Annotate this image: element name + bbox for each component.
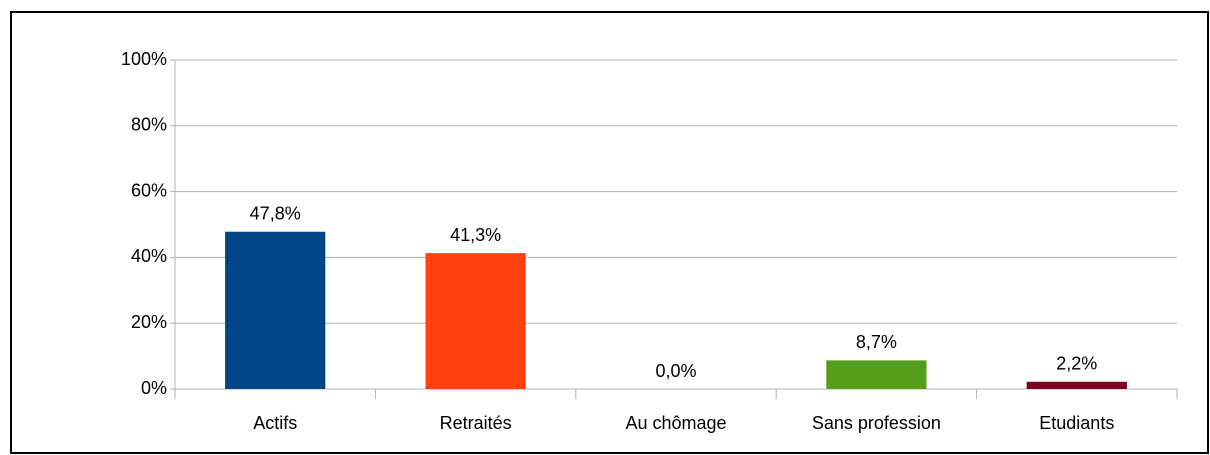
x-tick-label: Au chômage [625, 413, 726, 433]
y-tick-label: 100% [121, 49, 167, 69]
value-label: 2,2% [1056, 354, 1097, 374]
value-label: 8,7% [856, 332, 897, 352]
bar [826, 360, 927, 389]
chart-frame [10, 11, 1209, 454]
value-label: 47,8% [250, 203, 301, 223]
y-tick-label: 20% [131, 312, 167, 332]
x-tick-label: Retraités [440, 413, 512, 433]
bar [1026, 381, 1127, 389]
y-tick-label: 0% [141, 378, 167, 398]
x-tick-label: Etudiants [1039, 413, 1114, 433]
bar [225, 231, 326, 389]
y-tick-label: 60% [131, 180, 167, 200]
x-tick-label: Actifs [253, 413, 297, 433]
y-tick-label: 80% [131, 115, 167, 135]
y-tick-label: 40% [131, 246, 167, 266]
x-tick-label: Sans profession [812, 413, 941, 433]
value-label: 41,3% [450, 225, 501, 245]
bar [425, 253, 526, 389]
value-label: 0,0% [655, 361, 696, 381]
